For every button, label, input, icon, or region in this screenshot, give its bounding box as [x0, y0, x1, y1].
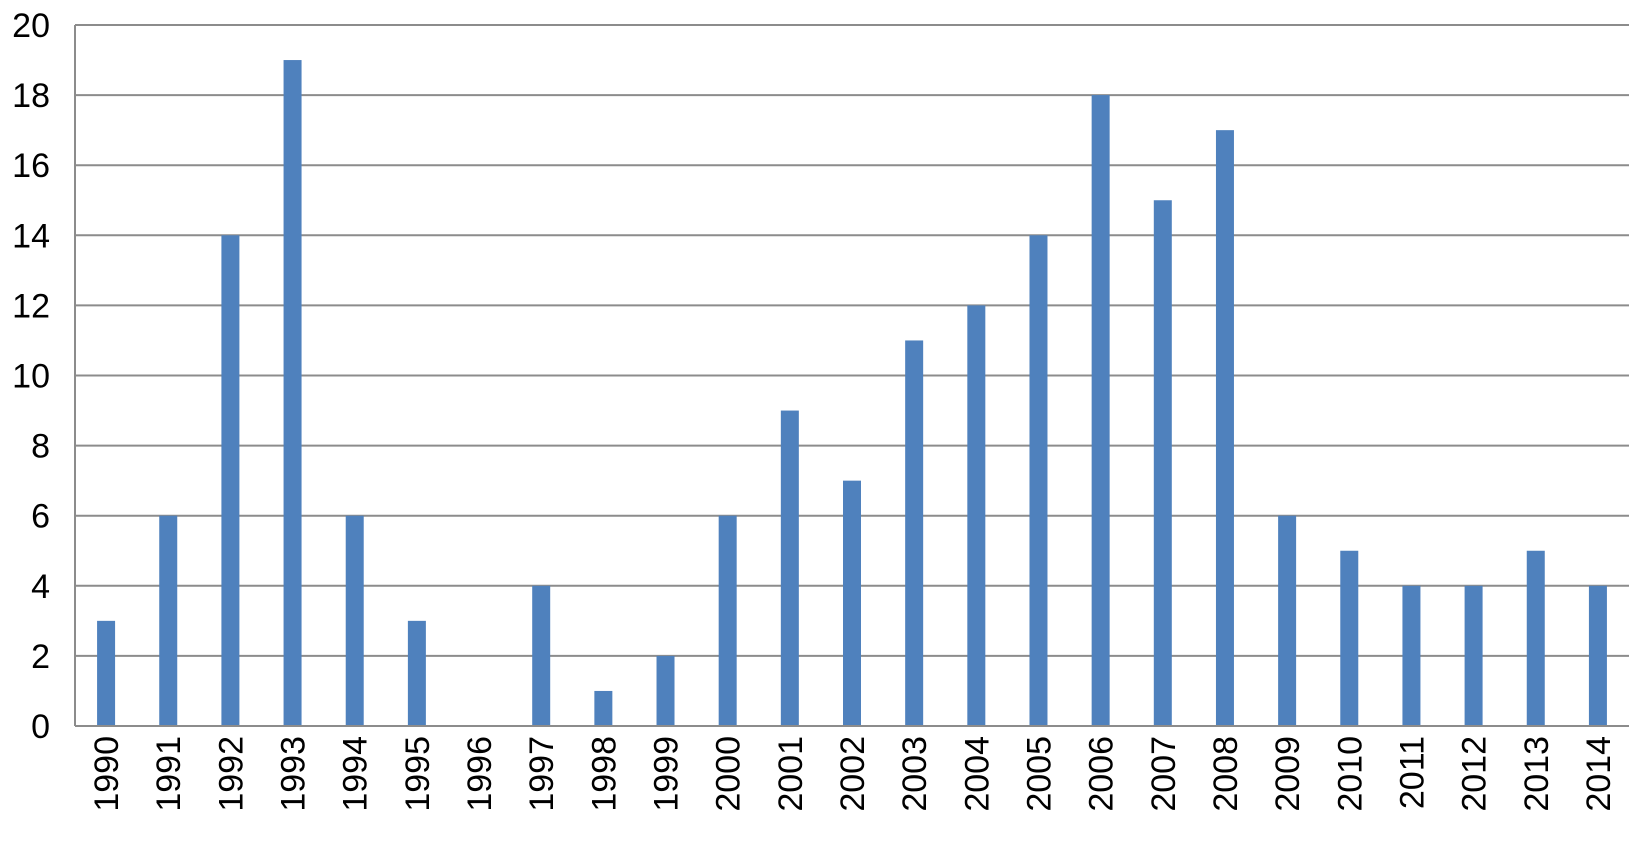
y-tick-label: 18 — [12, 77, 50, 115]
x-tick-label: 2011 — [1393, 736, 1431, 809]
bar-2003 — [905, 340, 924, 726]
bar-1994 — [345, 515, 364, 726]
bar-2005 — [1029, 235, 1048, 727]
x-tick-label: 1991 — [150, 736, 188, 812]
y-tick-label: 8 — [31, 428, 50, 466]
bar-2004 — [967, 305, 986, 726]
x-tick-label: 1998 — [585, 736, 623, 812]
x-tick-label: 2003 — [896, 736, 934, 812]
bar-2000 — [718, 515, 737, 726]
bars — [97, 60, 1607, 727]
bar-2009 — [1278, 515, 1297, 726]
x-tick-label: 2001 — [772, 736, 810, 812]
y-tick-label: 2 — [31, 638, 50, 676]
x-tick-label: 1997 — [523, 736, 561, 812]
y-axis-ticks: 0 2 4 6 8 10 12 14 16 18 20 — [12, 7, 50, 746]
bar-2008 — [1215, 130, 1234, 726]
bar-1997 — [532, 585, 551, 726]
x-tick-label: 1995 — [399, 736, 437, 812]
x-tick-label: 1992 — [212, 736, 250, 812]
y-tick-label: 6 — [31, 498, 50, 536]
x-tick-label: 2005 — [1020, 736, 1058, 812]
bar-1993 — [283, 60, 302, 727]
gridlines — [75, 24, 1629, 657]
x-tick-label: 2014 — [1580, 736, 1618, 812]
bar-1990 — [97, 620, 116, 726]
bar-2002 — [843, 480, 861, 726]
y-tick-label: 0 — [31, 708, 50, 746]
x-tick-label: 1999 — [648, 736, 686, 812]
y-tick-label: 20 — [12, 7, 50, 45]
bar-2011 — [1402, 585, 1421, 726]
x-tick-label: 2006 — [1083, 736, 1121, 812]
bar-2006 — [1091, 95, 1110, 727]
x-tick-label: 1993 — [275, 736, 313, 812]
bar-2012 — [1464, 585, 1483, 726]
x-tick-label: 2007 — [1145, 736, 1183, 812]
axes — [74, 25, 1629, 727]
x-tick-label: 2004 — [958, 736, 996, 812]
x-tick-label: 2002 — [834, 736, 872, 812]
bar-2014 — [1588, 585, 1607, 726]
bar-1999 — [656, 655, 675, 726]
bar-2001 — [780, 410, 799, 726]
bar-1995 — [407, 620, 426, 726]
bar-2013 — [1526, 550, 1545, 726]
x-tick-label: 2010 — [1331, 736, 1369, 812]
y-tick-label: 4 — [31, 568, 50, 606]
bar-1998 — [594, 690, 613, 726]
bar-1992 — [221, 235, 240, 727]
bar-2010 — [1340, 550, 1359, 726]
y-tick-label: 16 — [12, 147, 50, 185]
y-tick-label: 10 — [12, 358, 50, 396]
x-axis-ticks: 1990 1991 1992 1993 1994 1995 1996 1997 1998 1999… — [88, 736, 1618, 812]
x-tick-label: 2013 — [1518, 736, 1556, 812]
x-tick-label: 2012 — [1456, 736, 1494, 812]
y-tick-label: 12 — [12, 287, 50, 325]
x-tick-label: 1996 — [461, 736, 499, 812]
x-tick-label: 2008 — [1207, 736, 1245, 812]
bar-2007 — [1153, 200, 1172, 726]
x-tick-label: 1990 — [88, 736, 126, 812]
y-tick-label: 14 — [12, 217, 50, 255]
x-tick-label: 1994 — [337, 736, 375, 812]
bar-1991 — [159, 515, 178, 726]
x-tick-label: 2009 — [1269, 736, 1307, 812]
x-tick-label: 2000 — [710, 736, 748, 812]
